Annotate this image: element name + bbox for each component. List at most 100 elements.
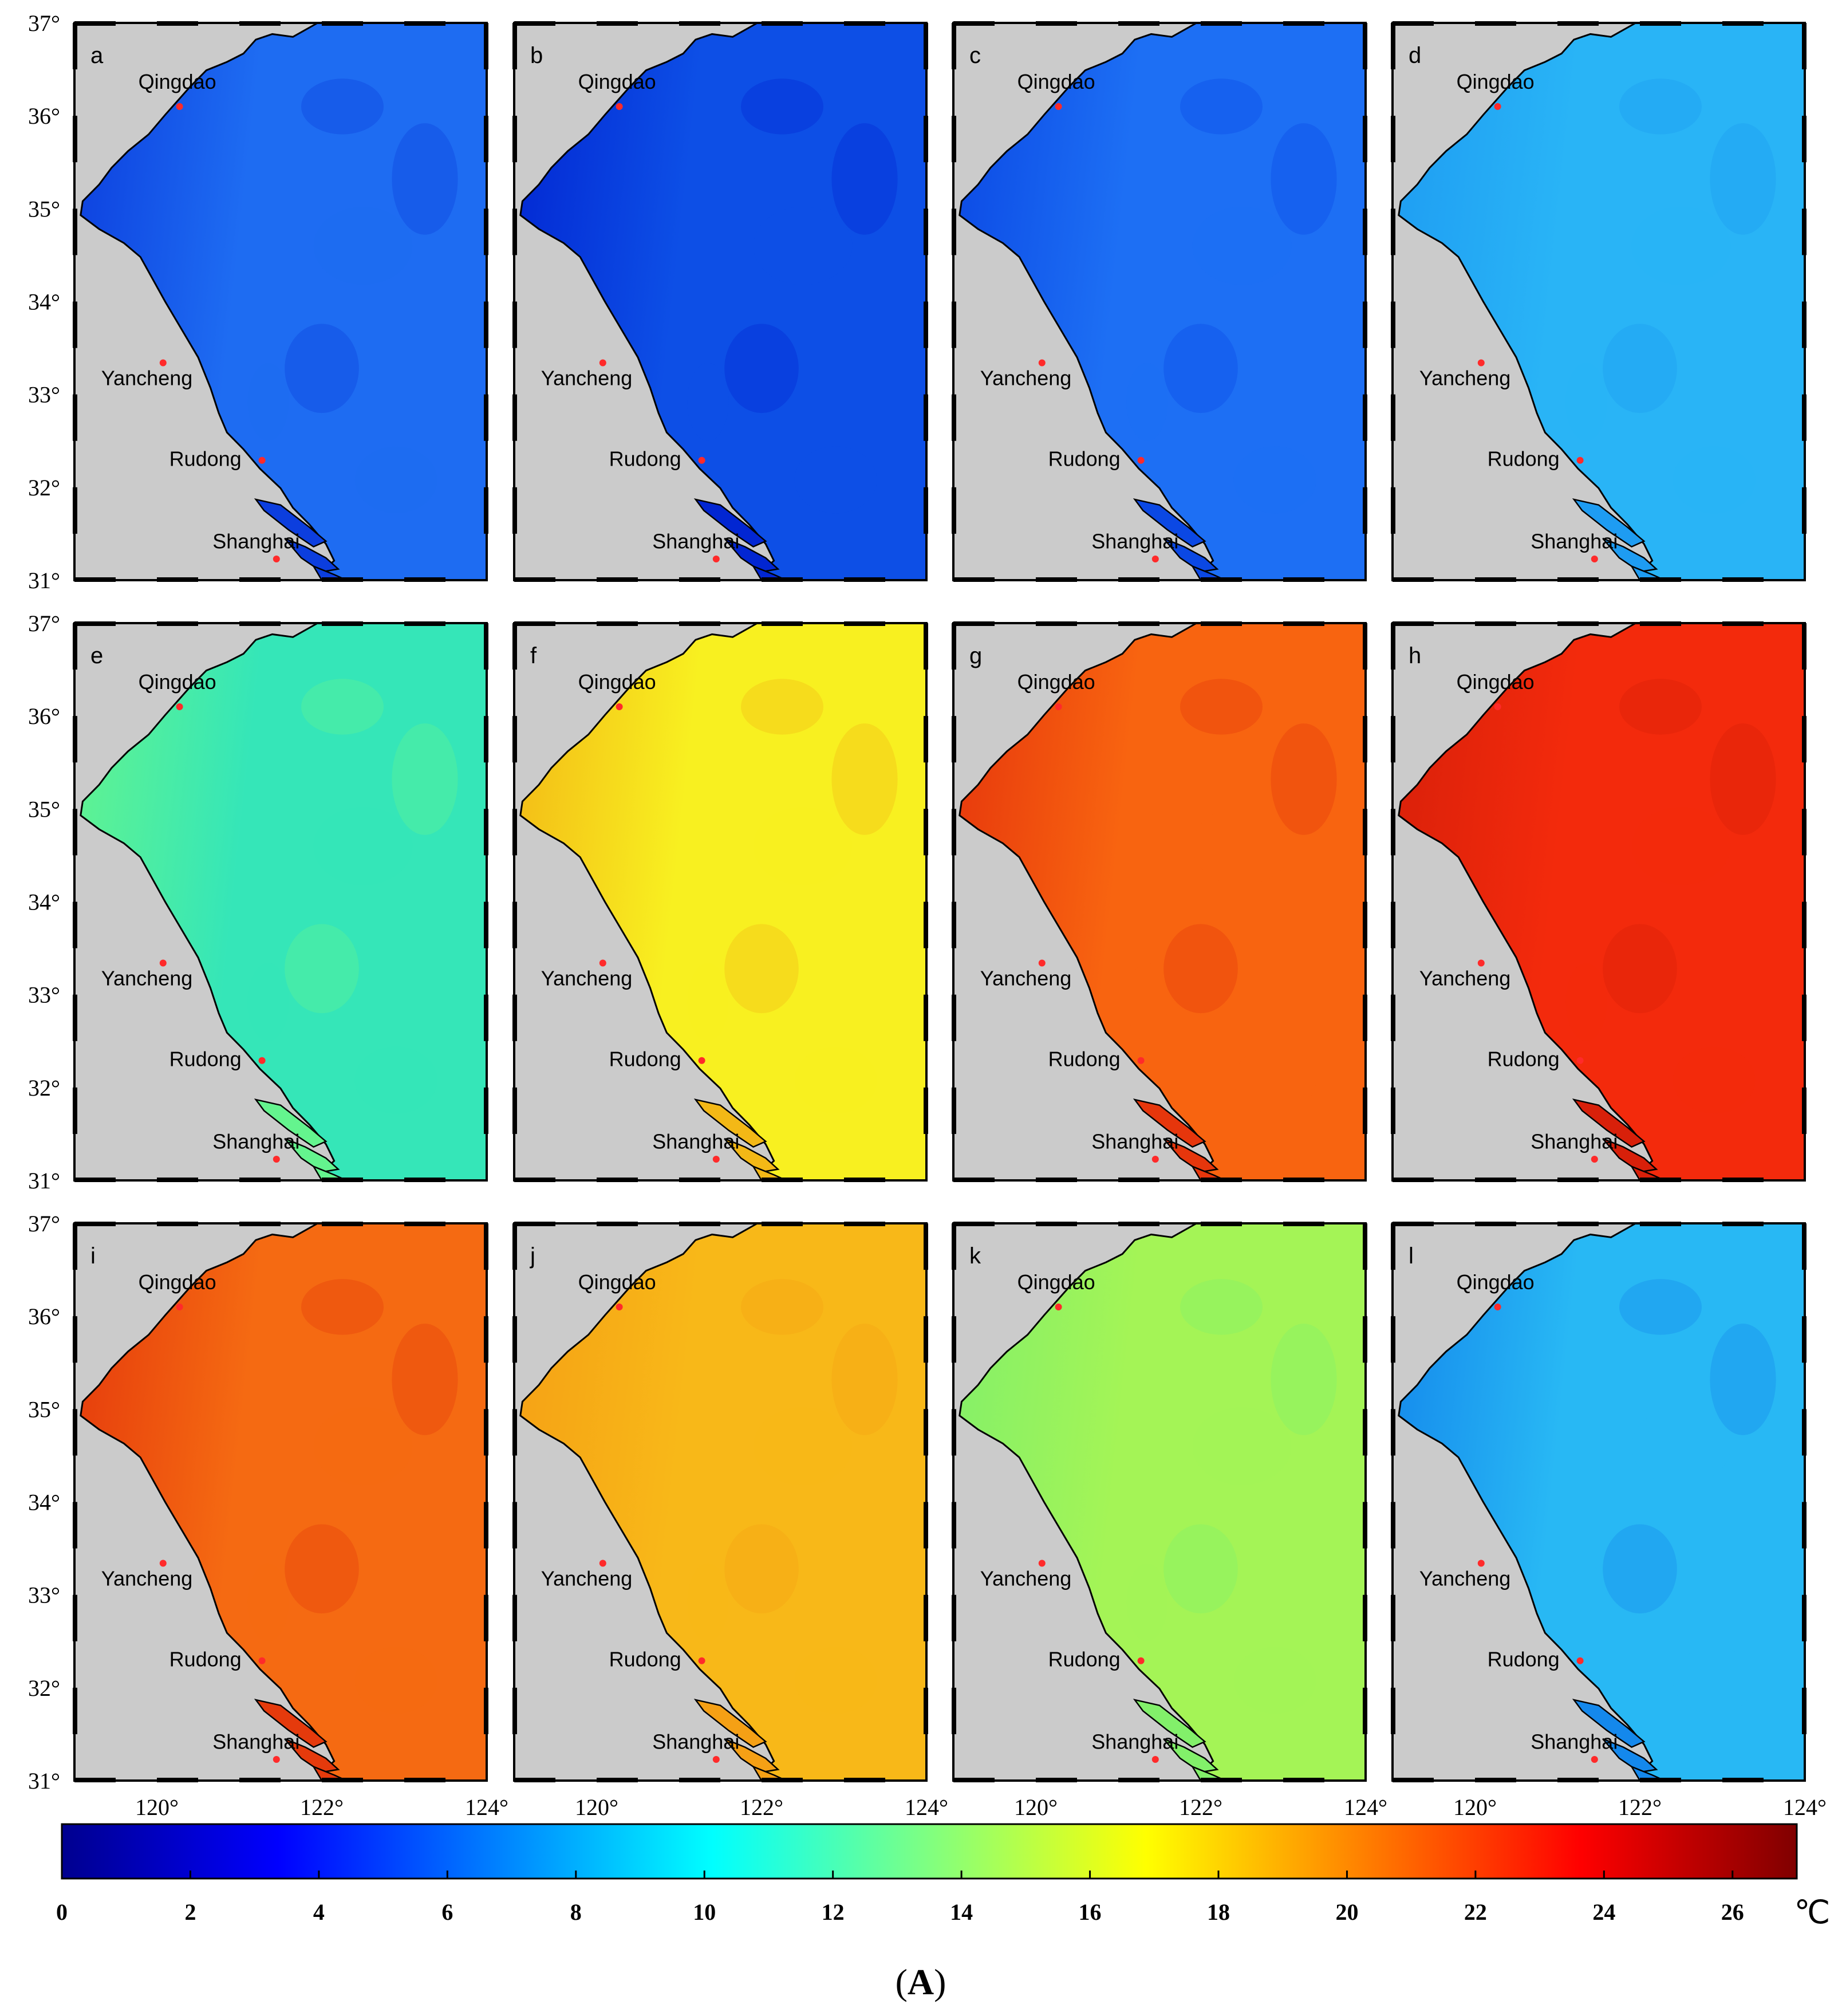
frame-tick: [484, 23, 488, 70]
city-marker: [273, 1756, 280, 1763]
frame-tick: [1391, 394, 1395, 441]
estuary-island: [693, 1698, 767, 1749]
frame-tick: [1201, 621, 1242, 626]
frame-tick: [924, 1316, 928, 1363]
frame-tick: [1283, 621, 1324, 626]
city-marker: [1137, 1057, 1145, 1064]
frame-tick: [597, 621, 638, 626]
frame-tick: [1722, 577, 1764, 582]
temperature-patch: [1271, 1324, 1337, 1435]
city-marker: [159, 359, 167, 367]
city-marker: [712, 556, 720, 563]
city-label: Yancheng: [980, 1566, 1071, 1590]
city-label: Rudong: [169, 1048, 242, 1071]
frame-tick: [953, 577, 995, 582]
frame-tick: [1475, 1778, 1516, 1782]
city-marker: [1038, 959, 1046, 967]
frame-tick: [322, 621, 363, 626]
frame-tick: [514, 577, 555, 582]
estuary-island: [1602, 1738, 1658, 1773]
latitude-label: 36°: [28, 103, 60, 129]
temperature-patch: [794, 1046, 877, 1114]
temperature-patch: [1180, 679, 1263, 735]
frame-tick: [924, 487, 928, 534]
estuary-island: [1133, 1098, 1206, 1148]
frame-tick: [679, 1178, 720, 1182]
frame-tick: [484, 1687, 488, 1734]
temperature-patch: [1126, 963, 1168, 1041]
temperature-patch: [1565, 363, 1607, 441]
frame-tick: [512, 623, 517, 670]
frame-tick: [512, 116, 517, 163]
frame-tick: [73, 901, 77, 948]
temperature-patch: [285, 324, 359, 414]
frame-tick: [1557, 577, 1599, 582]
city-label: Qingdao: [1017, 1270, 1095, 1294]
frame-tick: [512, 1316, 517, 1363]
frame-tick: [239, 621, 281, 626]
colorbar-tick-label: 26: [1721, 1899, 1744, 1925]
frame-tick: [1363, 716, 1367, 763]
temperature-patch: [354, 1046, 437, 1114]
temperature-patch: [1619, 679, 1702, 735]
city-marker: [1151, 1156, 1159, 1163]
frame-tick: [1201, 1178, 1242, 1182]
city-marker: [273, 1156, 280, 1163]
map-panel-k: k Qingdao Yancheng Rudong Shanghai: [952, 1222, 1367, 1782]
city-marker: [159, 959, 167, 967]
colorbar-tick-label: 2: [184, 1899, 196, 1925]
frame-tick: [953, 621, 995, 626]
panel-letter: e: [90, 643, 103, 668]
frame-tick: [404, 21, 445, 26]
frame-tick: [512, 301, 517, 348]
coastline: [80, 622, 336, 1182]
temperature-patch: [1565, 963, 1607, 1041]
estuary-island: [1163, 1738, 1219, 1773]
city-marker: [1494, 703, 1501, 710]
panel-letter: a: [90, 43, 104, 68]
frame-tick: [484, 1087, 488, 1134]
city-label: Yancheng: [980, 366, 1071, 389]
frame-tick: [73, 394, 77, 441]
latitude-label: 37°: [28, 611, 60, 636]
frame-tick: [597, 577, 638, 582]
estuary-island: [254, 1098, 328, 1148]
frame-tick: [1640, 1778, 1681, 1782]
frame-tick: [1391, 623, 1395, 670]
frame-tick: [73, 301, 77, 348]
city-marker: [1494, 103, 1501, 110]
frame-tick: [1283, 1778, 1324, 1782]
frame-tick: [1475, 1178, 1516, 1182]
temperature-patch: [285, 924, 359, 1014]
frame-tick: [1118, 621, 1159, 626]
latitude-label: 34°: [28, 1490, 60, 1515]
frame-tick: [1391, 1223, 1395, 1270]
frame-tick: [1393, 577, 1434, 582]
temperature-patch: [1710, 123, 1776, 235]
estuary-island: [724, 537, 780, 573]
frame-tick: [484, 716, 488, 763]
frame-tick: [1201, 1222, 1242, 1226]
temperature-patch: [1180, 78, 1263, 135]
city-label: Qingdao: [1457, 1270, 1535, 1294]
city-marker: [1477, 1560, 1485, 1567]
city-marker: [616, 103, 623, 110]
colorbar-tick-label: 16: [1079, 1899, 1102, 1925]
city-marker: [1151, 1756, 1159, 1763]
city-label: Shanghai: [652, 530, 739, 553]
frame-tick: [514, 21, 555, 26]
frame-tick: [404, 621, 445, 626]
latitude-label: 36°: [28, 1304, 60, 1329]
frame-tick: [1475, 577, 1516, 582]
temperature-patch: [1233, 1046, 1316, 1114]
temperature-patch: [753, 1407, 853, 1486]
frame-tick: [74, 1178, 116, 1182]
estuary-island: [1602, 1137, 1658, 1173]
map-panel-g: g Qingdao Yancheng Rudong Shanghai: [952, 621, 1367, 1182]
frame-tick: [1036, 21, 1077, 26]
city-marker: [1494, 1303, 1501, 1310]
longitude-label: 124°: [465, 1794, 508, 1820]
frame-tick: [512, 994, 517, 1041]
frame-tick: [1802, 716, 1806, 763]
city-marker: [1055, 1303, 1062, 1310]
